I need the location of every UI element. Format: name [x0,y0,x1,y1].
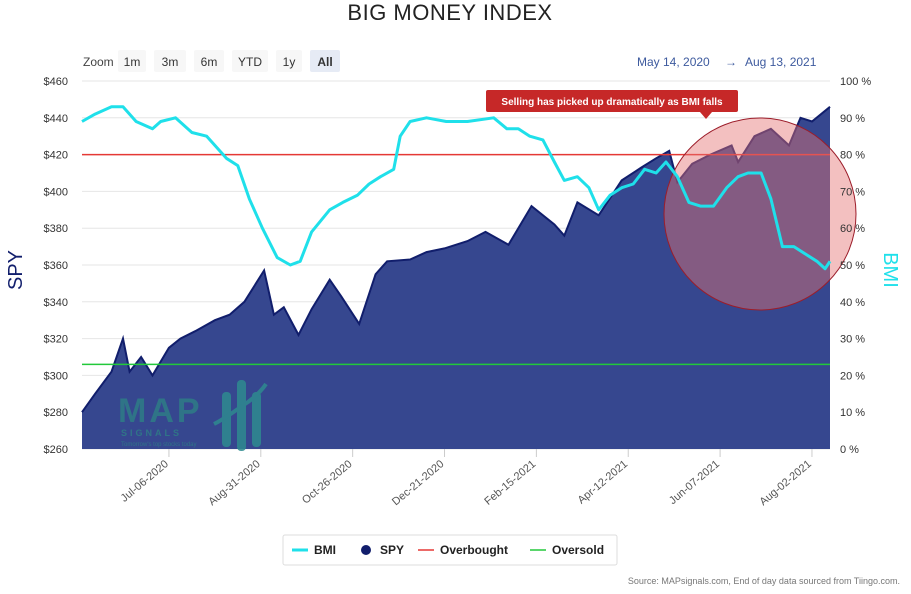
x-tick-label: Jun-07-2021 [667,458,722,507]
y-right-tick-label: 50 % [840,260,865,272]
annotation-pointer [700,112,712,119]
zoom-button-all[interactable]: All [310,50,340,72]
y-right-tick-label: 90 % [840,113,865,125]
zoom-button-3m[interactable]: 3m [154,50,186,72]
y-axis-left-title: SPY [5,250,27,290]
chart-title: BIG MONEY INDEX [347,0,552,25]
range-to[interactable]: Aug 13, 2021 [745,55,817,69]
legend-label: Overbought [440,543,508,557]
y-left-tick-label: $380 [44,223,68,235]
x-tick-label: Dec-21-2020 [390,458,446,508]
zoom-button-6m[interactable]: 6m [194,50,224,72]
zoom-button-label: 6m [201,55,218,69]
logo-text: MAP [118,392,203,430]
y-axis-right-title: BMI [879,252,901,288]
y-left-tick-label: $400 [44,186,68,198]
x-tick-label: Apr-12-2021 [576,458,631,507]
zoom-button-bg [154,50,186,72]
annotation-text: Selling has picked up dramatically as BM… [501,97,723,108]
y-left-tick-label: $280 [44,407,68,419]
legend-item-oversold[interactable]: Oversold [530,543,604,557]
legend: BMI SPY Overbought Oversold [282,534,618,566]
zoom-button-label: YTD [238,55,262,69]
date-range: May 14, 2020 → Aug 13, 2021 [637,55,817,69]
zoom-button-label: 1m [124,55,141,69]
zoom-button-bg [310,50,340,72]
y-left-tick-label: $340 [44,297,68,309]
annotation: Selling has picked up dramatically as BM… [486,90,738,119]
legend-box [282,534,618,566]
x-tick-label: Jul-06-2020 [119,458,171,505]
logo-subtitle: SIGNALS [121,428,182,438]
y-right-tick-label: 70 % [840,186,865,198]
legend-label: Oversold [552,543,604,557]
y-right-tick-label: 80 % [840,150,865,162]
y-right-tick-label: 20 % [840,370,865,382]
y-right-tick-label: 60 % [840,223,865,235]
legend-item-bmi[interactable]: BMI [292,543,336,557]
zoom-button-label: All [317,55,332,69]
map-signals-logo: MAP SIGNALS Tomorrow's top stocks today [118,380,268,451]
source-text: Source: MAPsignals.com, End of day data … [628,576,900,586]
spy-area [82,106,830,450]
legend-item-overbought[interactable]: Overbought [418,543,508,557]
zoom-button-label: 1y [283,55,296,69]
zoom-button-bg [276,50,302,72]
zoom-label: Zoom [83,55,114,69]
zoom-buttons: 1m 3m 6m YTD 1y All [118,50,340,72]
x-tick-label: Aug-31-2020 [206,458,262,508]
zoom-button-label: 3m [162,55,179,69]
zoom-button-bg [194,50,224,72]
y-right-tick-label: 10 % [840,407,865,419]
x-tick-label: Aug-02-2021 [757,458,813,508]
y-left-tick-label: $360 [44,260,68,272]
annotation-box [486,90,738,112]
y-axis-right-ticks: 0 % 10 % 20 % 30 % 40 % 50 % 60 % 70 % 80 % 90 % 1… [840,76,871,456]
x-tick-label: Feb-15-2021 [482,458,538,508]
y-left-tick-label: $460 [44,76,68,88]
y-axis-left-ticks: $260 $280 $300 $320 $340 $360 $380 $400 $420 $440… [44,76,68,456]
range-from[interactable]: May 14, 2020 [637,55,710,69]
x-axis-ticks: Jul-06-2020 Aug-31-2020 Oct-26-2020 Dec-21-… [119,449,814,508]
logo-tagline: Tomorrow's top stocks today [121,442,197,448]
bmi-series-line [81,105,832,271]
legend-label: BMI [314,543,336,557]
x-tick-label: Oct-26-2020 [300,458,355,507]
range-arrow: → [725,55,737,69]
y-right-tick-label: 100 % [840,76,871,88]
zoom-button-bg [118,50,146,72]
highlight-circle [663,117,857,311]
y-right-tick-label: 40 % [840,297,865,309]
y-right-tick-label: 0 % [840,444,859,456]
y-left-tick-label: $420 [44,150,68,162]
y-left-tick-label: $440 [44,113,68,125]
zoom-button-ytd[interactable]: YTD [232,50,268,72]
logo-mark-icon [213,380,268,451]
legend-swatch [361,545,371,555]
y-left-tick-label: $320 [44,334,68,346]
plot-area: MAP SIGNALS Tomorrow's top stocks today … [81,80,857,451]
zoom-button-bg [232,50,268,72]
y-right-tick-label: 30 % [840,334,865,346]
legend-label: SPY [380,543,404,557]
legend-item-spy[interactable]: SPY [361,543,404,557]
zoom-button-1m[interactable]: 1m [118,50,146,72]
y-left-tick-label: $300 [44,370,68,382]
zoom-button-1y[interactable]: 1y [276,50,302,72]
y-left-tick-label: $260 [44,444,68,456]
